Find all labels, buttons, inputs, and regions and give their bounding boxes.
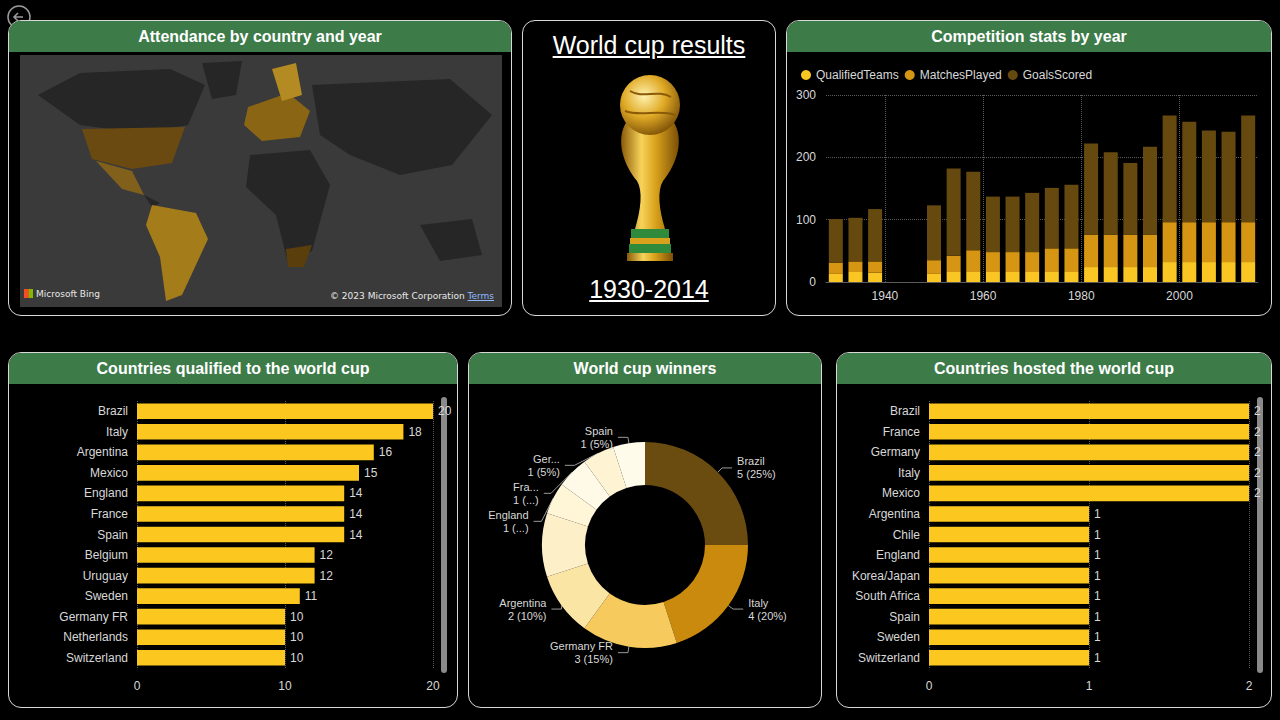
svg-text:1 (...): 1 (...) xyxy=(513,494,539,506)
svg-text:300: 300 xyxy=(796,88,816,102)
svg-text:1980: 1980 xyxy=(1068,289,1095,303)
svg-text:15: 15 xyxy=(364,466,378,480)
svg-text:0: 0 xyxy=(926,679,933,693)
svg-text:QualifiedTeams: QualifiedTeams xyxy=(816,68,899,82)
svg-text:Mexico: Mexico xyxy=(882,486,920,500)
html-text:© 2023 Microsoft Corporation T: © 2023 Microsoft Corporation Terms xyxy=(330,291,494,301)
svg-text:2: 2 xyxy=(1246,679,1253,693)
svg-text:1 (5%): 1 (5%) xyxy=(527,466,559,478)
svg-text:1 (...): 1 (...) xyxy=(503,522,529,534)
svg-text:Germany FR: Germany FR xyxy=(550,640,613,652)
svg-text:Korea/Japan: Korea/Japan xyxy=(852,569,920,583)
svg-text:Chile: Chile xyxy=(893,528,921,542)
svg-text:2: 2 xyxy=(1254,445,1261,459)
svg-text:Spain: Spain xyxy=(585,425,613,437)
svg-text:1: 1 xyxy=(1094,569,1101,583)
svg-text:Brazil: Brazil xyxy=(98,404,128,418)
svg-text:4 (20%): 4 (20%) xyxy=(748,610,787,622)
svg-text:France: France xyxy=(883,425,921,439)
svg-text:England: England xyxy=(488,509,528,521)
svg-text:MatchesPlayed: MatchesPlayed xyxy=(920,68,1002,82)
svg-text:5 (25%): 5 (25%) xyxy=(737,468,776,480)
svg-text:1: 1 xyxy=(1094,528,1101,542)
svg-text:1: 1 xyxy=(1094,610,1101,624)
svg-text:10: 10 xyxy=(290,610,304,624)
svg-text:Switzerland: Switzerland xyxy=(858,651,920,665)
svg-text:Mexico: Mexico xyxy=(90,466,128,480)
html-text:1930-2014: 1930-2014 xyxy=(589,275,709,303)
svg-text:Spain: Spain xyxy=(889,610,920,624)
svg-text:1 (5%): 1 (5%) xyxy=(581,438,613,450)
svg-text:Argentina: Argentina xyxy=(869,507,921,521)
svg-text:Brazil: Brazil xyxy=(890,404,920,418)
svg-text:Netherlands: Netherlands xyxy=(63,630,128,644)
svg-text:2: 2 xyxy=(1254,486,1261,500)
svg-text:14: 14 xyxy=(349,507,363,521)
svg-text:200: 200 xyxy=(796,150,816,164)
svg-text:16: 16 xyxy=(379,445,393,459)
svg-text:Germany: Germany xyxy=(871,445,920,459)
svg-text:Switzerland: Switzerland xyxy=(66,651,128,665)
svg-text:0: 0 xyxy=(809,275,816,289)
svg-text:Uruguay: Uruguay xyxy=(83,569,128,583)
svg-text:12: 12 xyxy=(320,548,334,562)
svg-text:Germany FR: Germany FR xyxy=(59,610,128,624)
svg-text:2: 2 xyxy=(1254,466,1261,480)
svg-text:2: 2 xyxy=(1254,425,1261,439)
html-text:World cup winners: World cup winners xyxy=(573,360,717,377)
svg-text:Fra...: Fra... xyxy=(513,481,539,493)
html-text:Microsoft Bing: Microsoft Bing xyxy=(36,289,100,299)
svg-text:2 (10%): 2 (10%) xyxy=(508,610,547,622)
svg-text:Sweden: Sweden xyxy=(877,630,920,644)
svg-text:1: 1 xyxy=(1094,651,1101,665)
svg-text:Italy: Italy xyxy=(748,597,769,609)
svg-text:England: England xyxy=(84,486,128,500)
svg-text:2: 2 xyxy=(1254,404,1261,418)
svg-text:1960: 1960 xyxy=(970,289,997,303)
svg-text:10: 10 xyxy=(290,630,304,644)
svg-text:Argentina: Argentina xyxy=(77,445,129,459)
html-text:Attendance by country and year: Attendance by country and year xyxy=(138,28,382,45)
svg-text:14: 14 xyxy=(349,528,363,542)
svg-text:1: 1 xyxy=(1086,679,1093,693)
svg-text:Spain: Spain xyxy=(97,528,128,542)
svg-text:0: 0 xyxy=(134,679,141,693)
svg-text:Argentina: Argentina xyxy=(499,597,547,609)
svg-text:Ger...: Ger... xyxy=(533,453,560,465)
svg-text:1: 1 xyxy=(1094,589,1101,603)
svg-text:20: 20 xyxy=(426,679,440,693)
svg-text:Brazil: Brazil xyxy=(737,455,765,467)
svg-text:2000: 2000 xyxy=(1166,289,1193,303)
svg-text:England: England xyxy=(876,548,920,562)
svg-text:Italy: Italy xyxy=(106,425,128,439)
svg-text:10: 10 xyxy=(278,679,292,693)
html-text:World cup results: World cup results xyxy=(552,31,746,59)
svg-text:11: 11 xyxy=(305,589,318,603)
svg-text:12: 12 xyxy=(320,569,334,583)
svg-text:France: France xyxy=(91,507,129,521)
svg-text:South Africa: South Africa xyxy=(855,589,920,603)
html-text:Competition stats by year: Competition stats by year xyxy=(931,28,1127,45)
svg-text:20: 20 xyxy=(438,404,452,418)
svg-text:3 (15%): 3 (15%) xyxy=(574,653,613,665)
svg-text:Italy: Italy xyxy=(898,466,920,480)
svg-text:14: 14 xyxy=(349,486,363,500)
svg-text:18: 18 xyxy=(408,425,422,439)
svg-text:1: 1 xyxy=(1094,548,1101,562)
svg-text:1940: 1940 xyxy=(872,289,899,303)
svg-text:1: 1 xyxy=(1094,630,1101,644)
svg-text:Sweden: Sweden xyxy=(85,589,128,603)
html-text:Countries hosted the world cup: Countries hosted the world cup xyxy=(934,360,1174,377)
html-text:Countries qualified to the wor: Countries qualified to the world cup xyxy=(96,360,370,377)
svg-text:Belgium: Belgium xyxy=(85,548,128,562)
svg-text:10: 10 xyxy=(290,651,304,665)
svg-text:100: 100 xyxy=(796,213,816,227)
svg-text:GoalsScored: GoalsScored xyxy=(1023,68,1092,82)
svg-text:1: 1 xyxy=(1094,507,1101,521)
